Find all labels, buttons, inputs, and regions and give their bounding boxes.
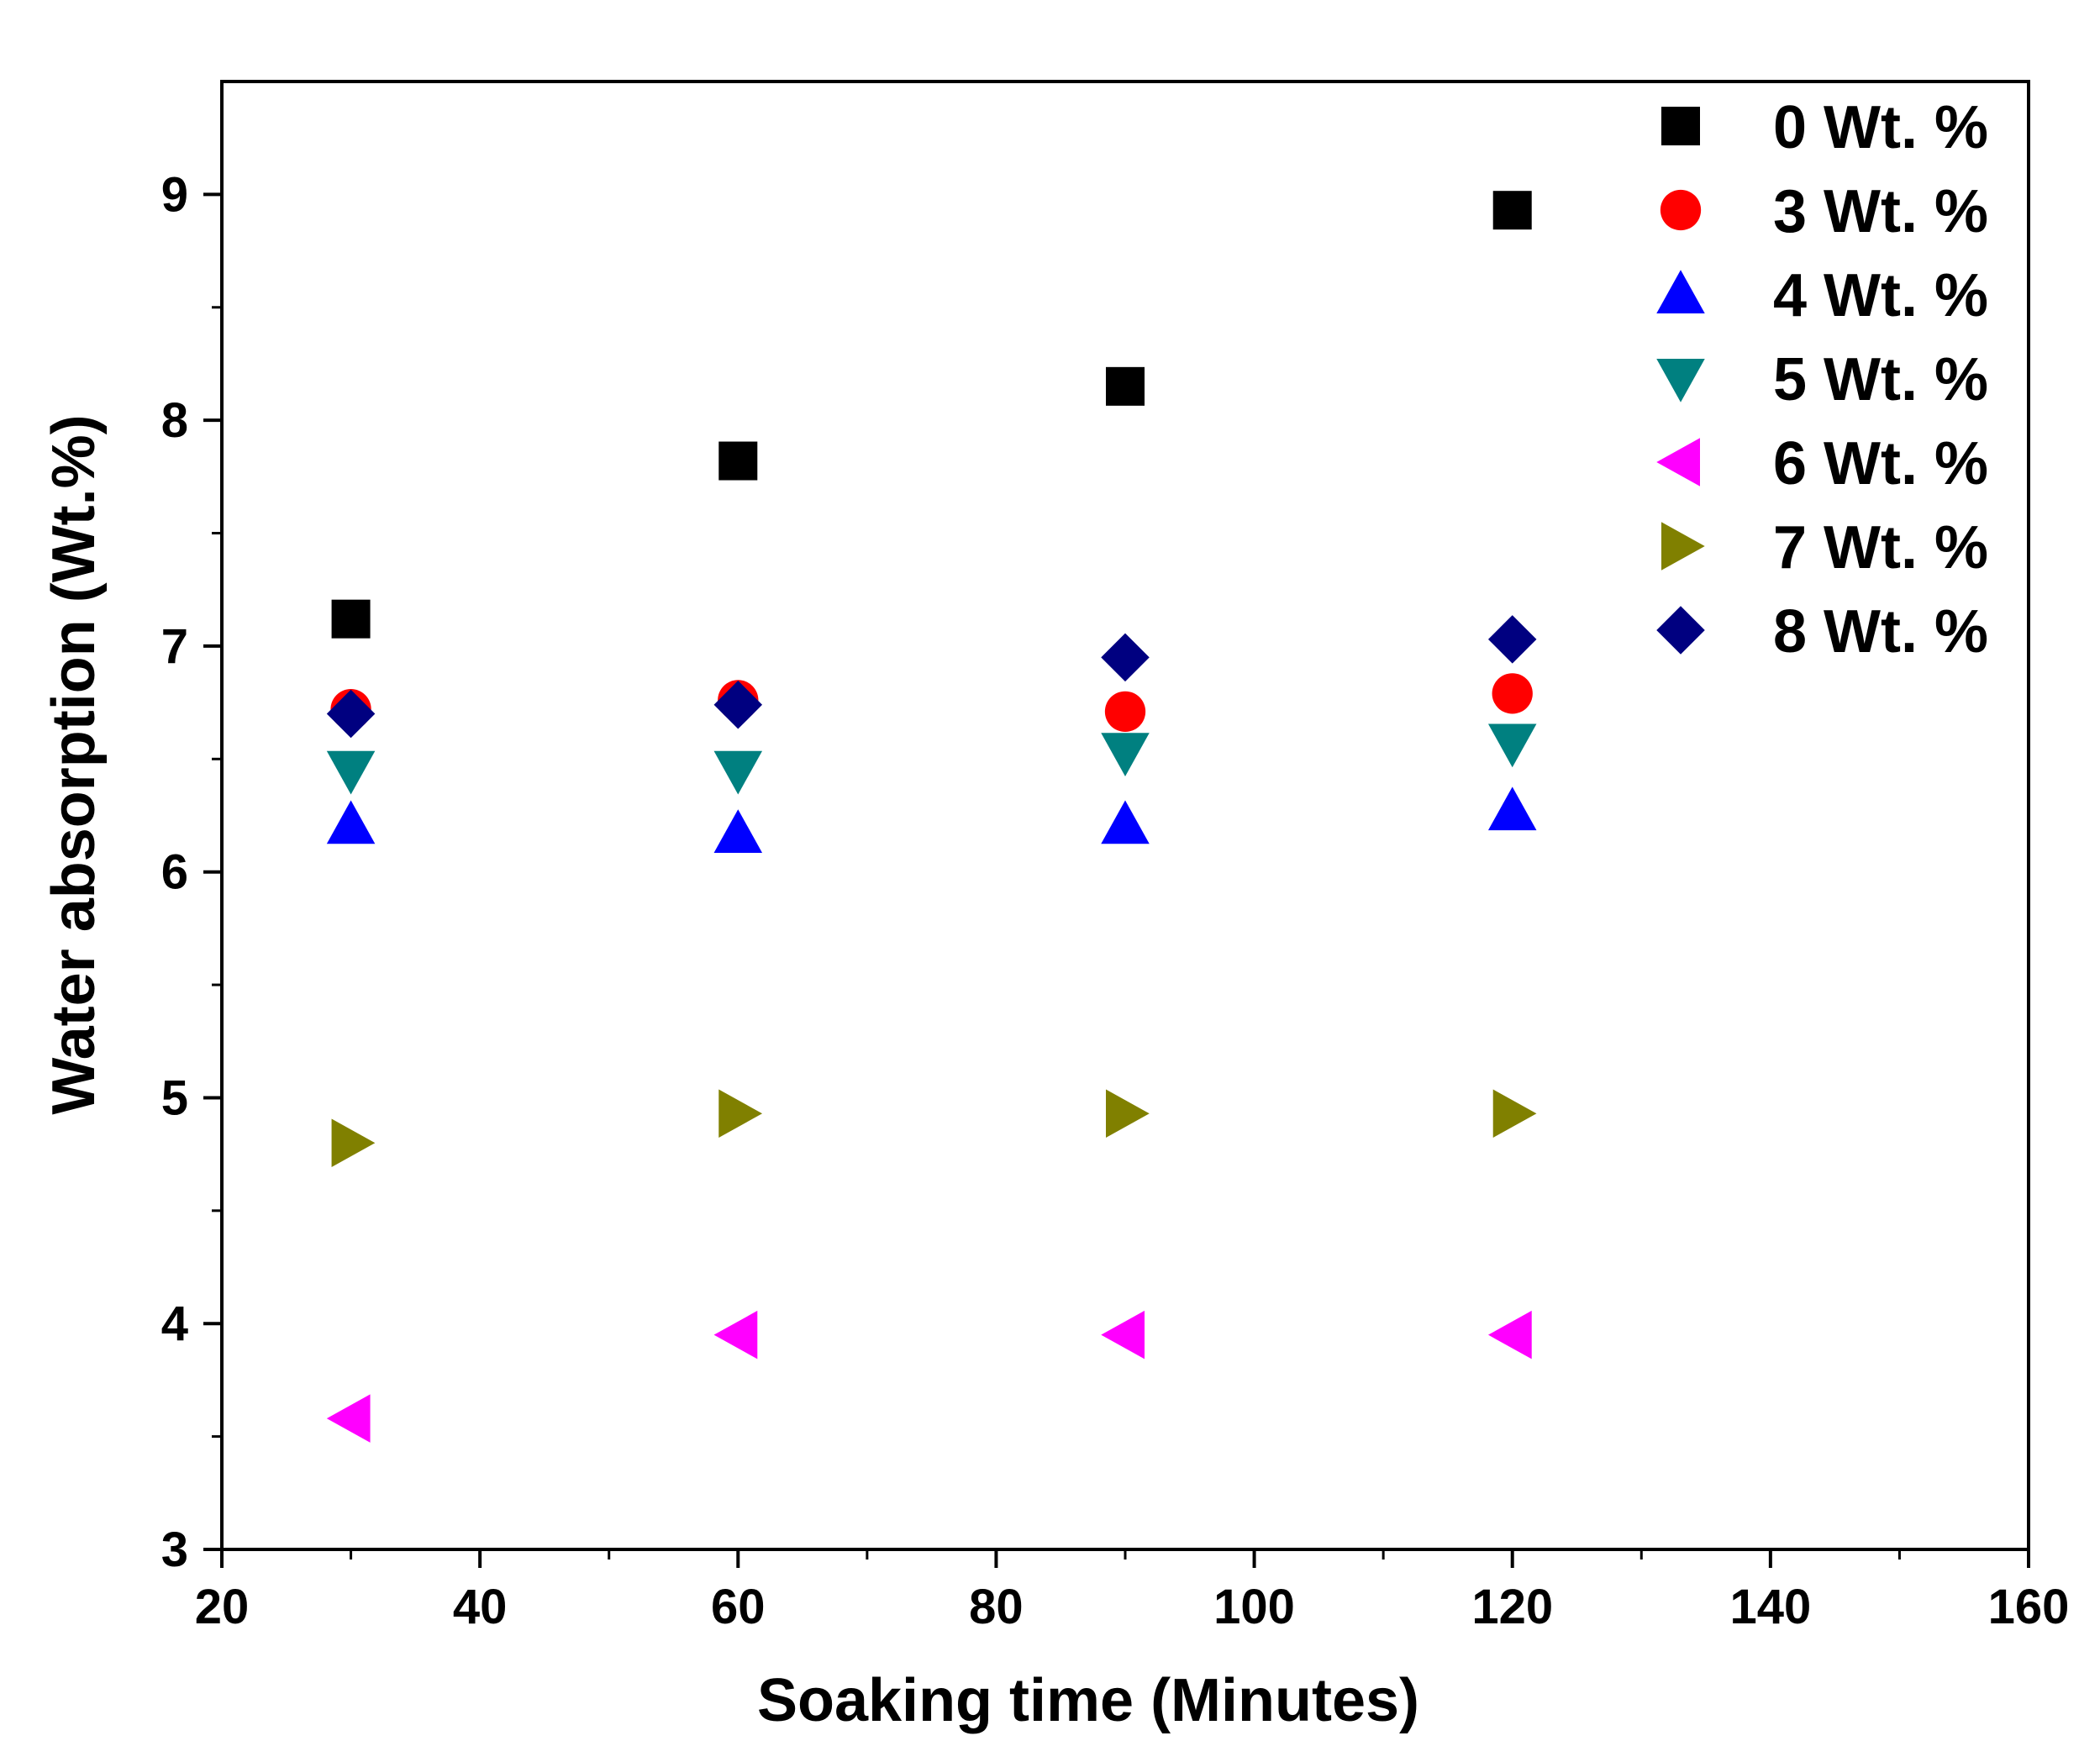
legend-item: 8 Wt. % <box>1656 598 1988 665</box>
data-point <box>1101 634 1150 682</box>
y-tick-label: 5 <box>161 1070 188 1125</box>
data-point <box>1493 1090 1537 1139</box>
data-point <box>718 1090 762 1139</box>
data-point <box>1105 692 1145 732</box>
series-2 <box>327 786 1537 853</box>
y-tick-label: 9 <box>161 167 188 222</box>
legend-marker <box>1656 359 1705 402</box>
data-points <box>327 191 1537 1443</box>
data-point <box>714 809 763 853</box>
data-point <box>1106 367 1145 406</box>
legend: 0 Wt. % 3 Wt. % 4 Wt. % 5 Wt. % 6 Wt. % 7 Wt.… <box>1656 94 1988 665</box>
data-point <box>1493 191 1532 229</box>
legend-marker <box>1656 606 1705 655</box>
legend-label: 5 Wt. % <box>1773 346 1988 413</box>
legend-item: 6 Wt. % <box>1656 430 1988 497</box>
x-tick-label: 120 <box>1471 1580 1553 1634</box>
series-4 <box>327 1311 1532 1443</box>
legend-marker <box>1661 107 1700 145</box>
series-5 <box>332 1090 1537 1167</box>
data-point <box>332 1118 376 1167</box>
data-point <box>1488 786 1537 830</box>
data-point <box>1488 723 1537 767</box>
data-point <box>1106 1090 1150 1139</box>
legend-item: 0 Wt. % <box>1661 94 1988 161</box>
data-point <box>1488 615 1537 664</box>
data-point <box>714 1311 758 1360</box>
data-point <box>1488 1311 1532 1360</box>
x-tick-label: 140 <box>1729 1580 1811 1634</box>
x-axis: 20 40 60 80 100 120 140 160 <box>195 1549 2070 1634</box>
x-tick-label: 60 <box>711 1580 766 1634</box>
y-tick-label: 8 <box>161 393 188 448</box>
x-tick-label: 20 <box>195 1580 250 1634</box>
legend-marker <box>1661 522 1705 571</box>
data-point <box>1101 733 1150 776</box>
x-tick-label: 80 <box>969 1580 1024 1634</box>
legend-label: 7 Wt. % <box>1773 514 1988 581</box>
data-point <box>327 690 376 739</box>
legend-marker <box>1661 190 1701 230</box>
legend-label: 4 Wt. % <box>1773 262 1988 329</box>
data-point <box>714 751 763 795</box>
legend-label: 3 Wt. % <box>1773 178 1988 245</box>
y-axis: 3 4 5 6 7 8 9 <box>161 167 222 1577</box>
legend-item: 4 Wt. % <box>1656 262 1988 329</box>
x-tick-label: 100 <box>1213 1580 1295 1634</box>
data-point <box>718 442 757 481</box>
legend-item: 3 Wt. % <box>1661 178 1988 245</box>
scatter-chart: 20 40 60 80 100 120 140 160 3 4 5 6 7 8 9 0 Wt. % 3 Wt… <box>0 0 2100 1758</box>
data-point <box>1101 801 1150 844</box>
legend-label: 0 Wt. % <box>1773 94 1988 161</box>
legend-label: 6 Wt. % <box>1773 430 1988 497</box>
series-0 <box>332 191 1532 638</box>
legend-marker <box>1656 438 1700 487</box>
y-tick-label: 7 <box>161 619 188 674</box>
data-point <box>327 801 376 844</box>
y-tick-label: 3 <box>161 1523 188 1577</box>
x-tick-label: 160 <box>1988 1580 2070 1634</box>
legend-marker <box>1656 270 1705 313</box>
legend-item: 7 Wt. % <box>1661 514 1988 581</box>
legend-label: 8 Wt. % <box>1773 598 1988 665</box>
chart-container: 20 40 60 80 100 120 140 160 3 4 5 6 7 8 9 0 Wt. % 3 Wt… <box>0 0 2100 1758</box>
legend-item: 5 Wt. % <box>1656 346 1988 413</box>
series-6 <box>327 615 1537 738</box>
y-tick-label: 4 <box>161 1297 188 1351</box>
series-3 <box>327 723 1537 794</box>
x-tick-label: 40 <box>453 1580 508 1634</box>
data-point <box>327 751 376 795</box>
data-point <box>332 600 371 639</box>
y-axis-title: Water absorption (Wt.%) <box>40 414 108 1114</box>
data-point <box>714 681 763 729</box>
y-tick-label: 6 <box>161 845 188 900</box>
data-point <box>1101 1311 1145 1360</box>
data-point <box>327 1394 371 1443</box>
x-axis-title: Soaking time (Minutes) <box>757 1667 1419 1734</box>
data-point <box>1492 673 1533 713</box>
series-1 <box>330 673 1532 732</box>
